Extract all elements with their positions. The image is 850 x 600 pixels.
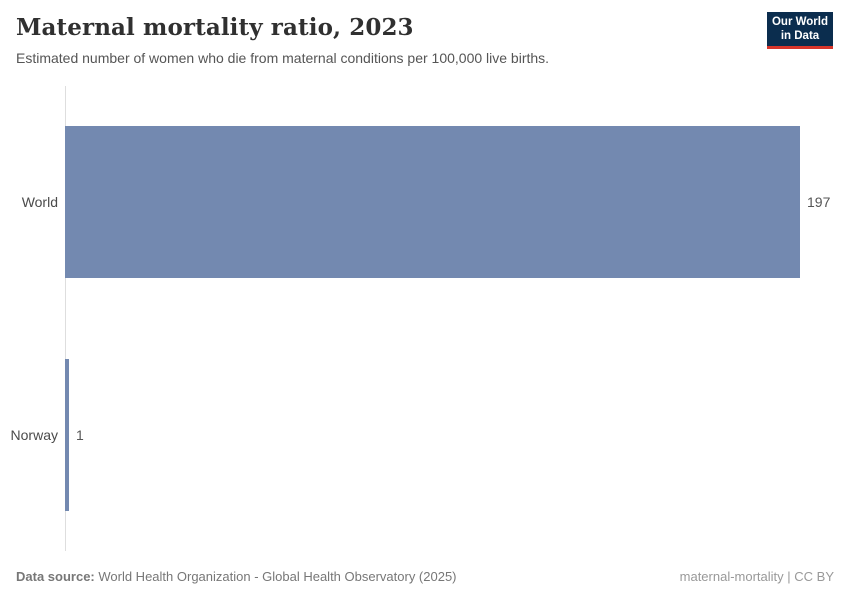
value-label: 1 xyxy=(76,426,84,443)
y-axis-line xyxy=(65,86,66,551)
owid-logo-line1: Our World xyxy=(771,15,828,28)
data-source-label: Data source: xyxy=(16,569,95,584)
chart-header: Maternal mortality ratio, 2023 Estimated… xyxy=(16,12,834,66)
bar[interactable] xyxy=(65,126,800,279)
chart-title: Maternal mortality ratio, 2023 xyxy=(16,14,414,41)
chart-footer: Data source: World Health Organization -… xyxy=(16,569,834,584)
bar-chart: World 197 Norway 1 xyxy=(0,86,850,551)
category-label: Norway xyxy=(10,426,58,443)
owid-logo-line2: in Data xyxy=(780,30,820,42)
chart-subtitle: Estimated number of women who die from m… xyxy=(16,50,550,66)
bar-row: World 197 xyxy=(0,86,850,319)
bar-rows: World 197 Norway 1 xyxy=(0,86,850,551)
category-label: World xyxy=(21,194,58,211)
bar-area: 1 xyxy=(65,358,850,511)
bar-row: Norway 1 xyxy=(0,319,850,552)
license-note: maternal-mortality | CC BY xyxy=(679,569,834,584)
data-source-text: World Health Organization - Global Healt… xyxy=(94,569,457,584)
bar-area: 197 xyxy=(65,126,850,279)
bar[interactable] xyxy=(65,358,69,511)
owid-logo[interactable]: Our World in Data xyxy=(767,12,833,49)
value-label: 197 xyxy=(807,194,831,211)
data-source-note: Data source: World Health Organization -… xyxy=(16,569,457,584)
